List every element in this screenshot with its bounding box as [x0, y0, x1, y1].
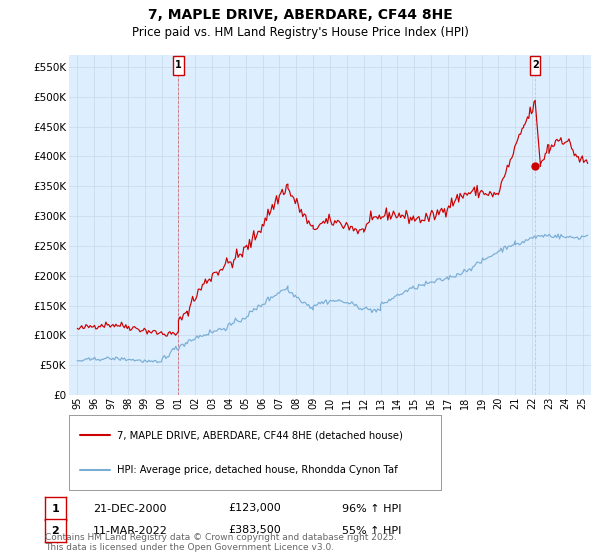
FancyBboxPatch shape	[530, 55, 541, 74]
Text: Contains HM Land Registry data © Crown copyright and database right 2025.
This d: Contains HM Land Registry data © Crown c…	[45, 533, 397, 552]
Text: £123,000: £123,000	[228, 503, 281, 514]
Text: 7, MAPLE DRIVE, ABERDARE, CF44 8HE (detached house): 7, MAPLE DRIVE, ABERDARE, CF44 8HE (deta…	[118, 430, 403, 440]
Text: 21-DEC-2000: 21-DEC-2000	[93, 503, 167, 514]
Text: 1: 1	[52, 503, 59, 514]
FancyBboxPatch shape	[173, 55, 184, 74]
Text: HPI: Average price, detached house, Rhondda Cynon Taf: HPI: Average price, detached house, Rhon…	[118, 465, 398, 475]
Text: 7, MAPLE DRIVE, ABERDARE, CF44 8HE: 7, MAPLE DRIVE, ABERDARE, CF44 8HE	[148, 8, 452, 22]
Text: 96% ↑ HPI: 96% ↑ HPI	[342, 503, 401, 514]
Text: 1: 1	[175, 60, 182, 70]
Text: 55% ↑ HPI: 55% ↑ HPI	[342, 525, 401, 535]
Text: 2: 2	[532, 60, 539, 70]
Text: 2: 2	[52, 525, 59, 535]
Text: £383,500: £383,500	[228, 525, 281, 535]
Text: Price paid vs. HM Land Registry's House Price Index (HPI): Price paid vs. HM Land Registry's House …	[131, 26, 469, 39]
Text: 11-MAR-2022: 11-MAR-2022	[93, 525, 168, 535]
